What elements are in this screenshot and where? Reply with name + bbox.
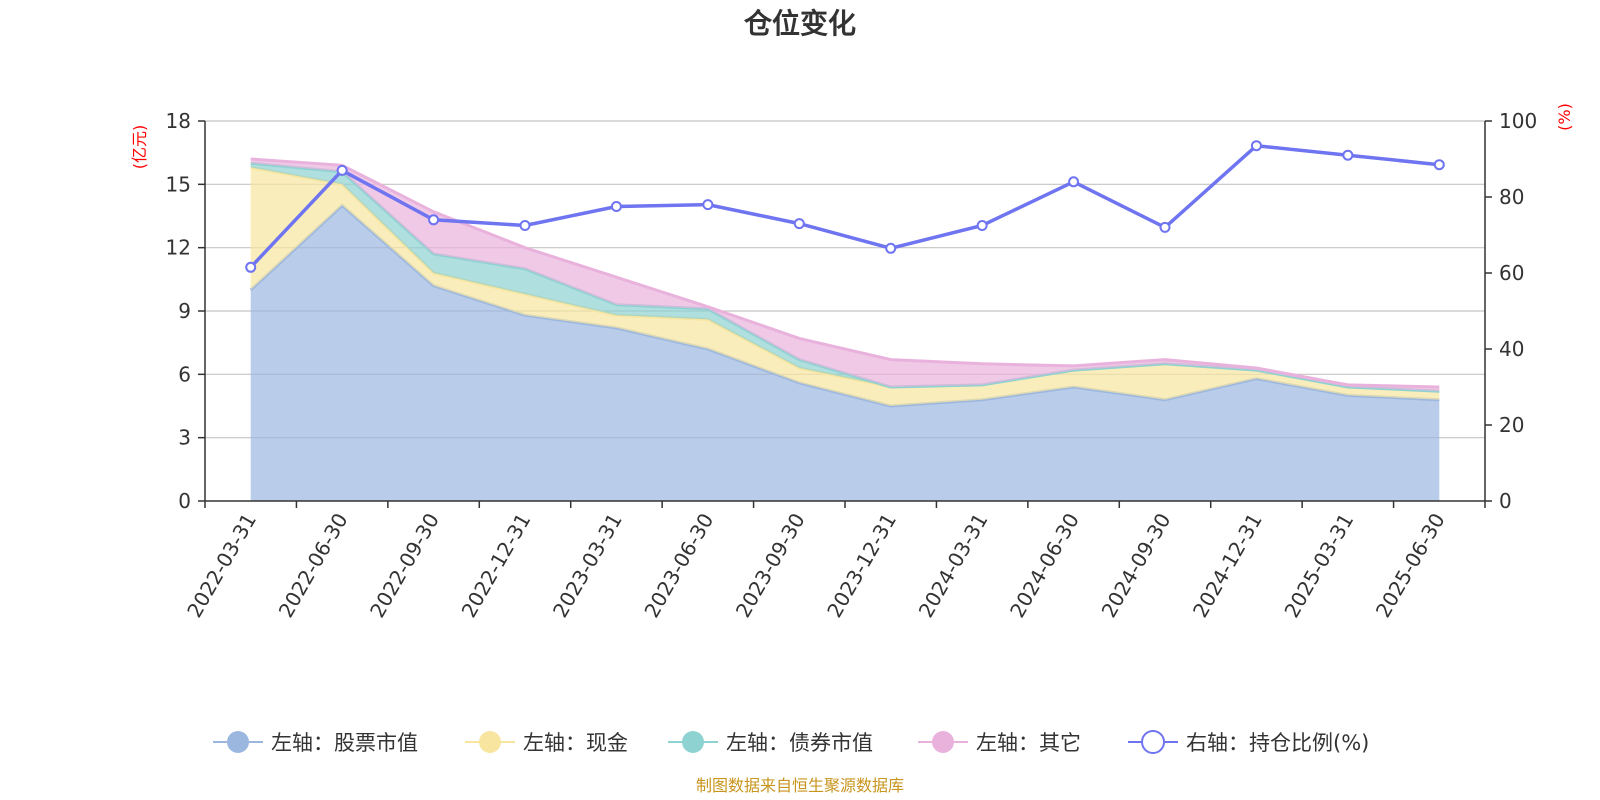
left-tick-label: 15 <box>166 172 191 196</box>
legend-marker <box>932 731 954 753</box>
legend-label: 右轴：持仓比例(%) <box>1186 731 1369 755</box>
ratio-point <box>885 242 897 254</box>
legend[interactable]: 左轴：股票市值 左轴：现金 左轴：债券市值 左轴：其它 右轴：持仓比例(%) <box>213 730 1369 755</box>
right-axis-unit: (%) <box>1555 103 1574 131</box>
legend-marker <box>227 731 249 753</box>
x-tick-label: 2024-09-30 <box>1096 509 1175 622</box>
area-bond <box>250 163 1440 392</box>
left-tick-label: 3 <box>178 426 191 450</box>
x-tick-label: 2023-03-31 <box>548 509 627 622</box>
chart-title: 仓位变化 <box>744 7 856 40</box>
legend-marker <box>682 731 704 753</box>
ratio-point <box>702 199 714 211</box>
legend-label: 左轴：现金 <box>523 731 628 755</box>
x-tick-label: 2023-06-30 <box>639 509 718 622</box>
left-tick-label: 9 <box>178 299 191 323</box>
left-tick-label: 6 <box>178 362 191 386</box>
right-tick-label: 0 <box>1499 489 1512 513</box>
ratio-point <box>610 201 622 212</box>
x-tick-label: 2025-06-30 <box>1371 509 1450 622</box>
legend-label: 左轴：其它 <box>976 731 1081 755</box>
ratio-point <box>1159 221 1171 233</box>
x-tick-label: 2022-06-30 <box>274 509 353 622</box>
ratio-point <box>428 214 440 226</box>
stacked-areas <box>249 157 1440 501</box>
right-tick-label: 100 <box>1499 109 1537 133</box>
x-tick-label: 2025-03-31 <box>1279 509 1358 622</box>
legend-item[interactable]: 右轴：持仓比例(%) <box>1128 730 1369 755</box>
x-tick-label: 2022-12-31 <box>456 509 535 622</box>
ratio-point <box>976 220 988 231</box>
ratio-point <box>336 164 348 176</box>
x-tick-label: 2024-03-31 <box>914 509 993 622</box>
ratio-point <box>1433 159 1445 171</box>
legend-item[interactable]: 左轴：其它 <box>918 731 1081 755</box>
ratio-point <box>519 220 531 231</box>
x-tick-label: 2024-06-30 <box>1005 509 1084 622</box>
right-tick-label: 20 <box>1499 413 1524 437</box>
left-tick-label: 18 <box>166 109 191 133</box>
legend-marker <box>1141 730 1165 754</box>
area-stock <box>250 205 1440 501</box>
right-tick-label: 60 <box>1499 261 1524 285</box>
ratio-point <box>1342 149 1354 161</box>
legend-item[interactable]: 左轴：股票市值 <box>213 731 418 755</box>
left-tick-label: 12 <box>166 236 191 260</box>
legend-marker <box>479 731 501 753</box>
ratio-point <box>1250 140 1262 152</box>
area-edge-other <box>250 157 1440 389</box>
left-tick-label: 0 <box>178 489 191 513</box>
x-tick-label: 2024-12-31 <box>1188 509 1267 622</box>
legend-label: 左轴：股票市值 <box>271 731 418 755</box>
x-tick-label: 2023-09-30 <box>731 509 810 622</box>
x-tick-label: 2023-12-31 <box>822 509 901 622</box>
right-tick-label: 80 <box>1499 185 1524 209</box>
source-note: 制图数据来自恒生聚源数据库 <box>696 776 904 795</box>
x-tick-label: 2022-03-31 <box>182 509 261 622</box>
legend-label: 左轴：债券市值 <box>726 731 873 755</box>
ratio-line-series <box>245 140 1445 273</box>
ratio-point <box>245 261 257 273</box>
ratio-point <box>793 218 805 230</box>
area-other <box>250 159 1440 392</box>
left-axis-unit: (亿元) <box>130 125 149 170</box>
legend-item[interactable]: 左轴：债券市值 <box>668 731 873 755</box>
legend-item[interactable]: 左轴：现金 <box>465 731 628 755</box>
ratio-point <box>1068 176 1080 188</box>
ratio-line <box>249 143 1440 269</box>
right-tick-label: 40 <box>1499 337 1524 361</box>
x-tick-label: 2022-09-30 <box>365 509 444 622</box>
